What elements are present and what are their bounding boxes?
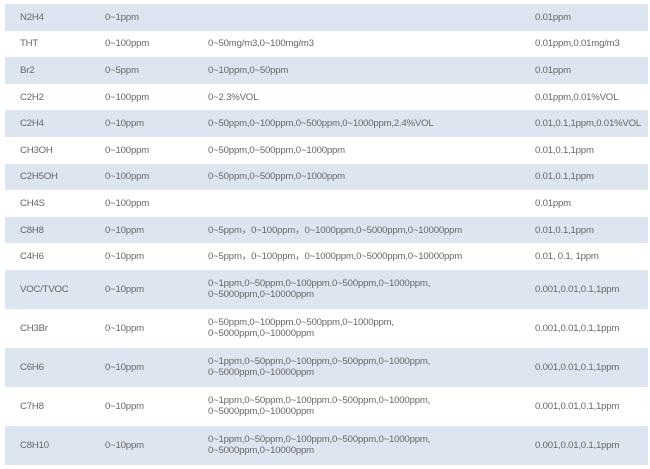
resolution-cell: 0.001,0.01,0.1,1ppm [535, 361, 620, 373]
options-cell: 0~1ppm,0~50ppm,0~100ppm.0~500ppm,0~1000p… [208, 278, 431, 301]
gas-name-cell: C2H2 [20, 91, 44, 103]
options-cell: 0~1ppm,0~50ppm,0~100ppm,0~500ppm,0~1000p… [208, 356, 431, 379]
gas-name-cell: C6H6 [20, 361, 44, 373]
table-row: CH3OH 0~100ppm 0~50ppm,0~500ppm,0~1000ppm 0… [5, 137, 648, 164]
resolution-cell: 0.001,0.01,0.1,1ppm [535, 439, 620, 451]
gas-name-cell: C8H10 [20, 439, 49, 451]
options-cell: 0~2.3%VOL [208, 91, 259, 103]
options-cell: 0~1ppm,0~50ppm,0~100ppm.0~500ppm,0~1000p… [208, 395, 431, 418]
range-cell: 0~10ppm [105, 400, 144, 412]
table-row: C4H6 0~10ppm 0~5ppm，0~100ppm，0~1000ppm,0~5… [5, 243, 648, 270]
range-cell: 0~100ppm [105, 144, 150, 156]
range-cell: 0~10ppm [105, 224, 144, 236]
table-row: C6H6 0~10ppm 0~1ppm,0~50ppm,0~100ppm,0~500… [5, 347, 648, 387]
table-row: C8H8 0~10ppm 0~5ppm，0~100ppm，0~1000ppm,0~5… [5, 216, 648, 244]
options-cell: 0~50ppm,0~500ppm,0~1000ppm [208, 144, 345, 156]
options-cell: 0~1ppm,0~50ppm,0~100ppm,0~500ppm,0~1000p… [208, 434, 431, 457]
resolution-cell: 0.01ppm [535, 11, 571, 23]
table-row: THT 0~100ppm 0~50mg/m3,0~100mg/m3 0.01ppm,0… [5, 31, 648, 58]
range-cell: 0~1ppm [105, 11, 139, 23]
table-row: C2H5OH 0~100ppm 0~50ppm,0~500ppm,0~1000ppm… [5, 163, 648, 191]
gas-name-cell: Br2 [20, 64, 35, 76]
gas-name-cell: C8H8 [20, 224, 44, 236]
range-cell: 0~10ppm [105, 283, 144, 295]
table-row: C2H4 0~10ppm 0~50ppm,0~100ppm,0~500ppm,0~1… [5, 110, 648, 137]
range-cell: 0~10ppm [105, 322, 144, 334]
resolution-cell: 0.001,0.01,0.1,1ppm [535, 283, 620, 295]
options-cell: 0~10ppm,0~50ppm [208, 64, 289, 76]
options-cell: 0~50ppm,0~500ppm,0~1000ppm [208, 171, 345, 183]
range-cell: 0~100ppm [105, 197, 150, 209]
table-row: C8H10 0~10ppm 0~1ppm,0~50ppm,0~100ppm,0~50… [5, 425, 648, 465]
resolution-cell: 0.01,0.1,1ppm [535, 171, 594, 183]
resolution-cell: 0.01ppm,0.01mg/m3 [535, 38, 620, 50]
range-cell: 0~100ppm [105, 91, 150, 103]
gas-name-cell: THT [20, 38, 39, 50]
options-cell: 0~5ppm，0~100ppm，0~1000ppm,0~5000ppm,0~10… [208, 224, 463, 236]
options-cell: 0~5ppm，0~100ppm，0~1000ppm,0~5000ppm,0~10… [208, 251, 463, 263]
resolution-cell: 0.01, 0.1, 1ppm [535, 251, 599, 263]
gas-spec-table: N2H4 0~1ppm 0.01ppm THT 0~100ppm 0~50mg/m3,0~… [5, 4, 648, 465]
table-row: Br2 0~5ppm 0~10ppm,0~50ppm 0.01ppm [5, 57, 648, 84]
table-row: VOC/TVOC 0~10ppm 0~1ppm,0~50ppm,0~100ppm.0… [5, 269, 648, 309]
resolution-cell: 0.001,0.01,0.1,1ppm [535, 400, 620, 412]
table-row: C2H2 0~100ppm 0~2.3%VOL 0.01ppm,0.01%VOL [5, 84, 648, 111]
gas-name-cell: VOC/TVOC [20, 283, 69, 295]
resolution-cell: 0.01ppm [535, 64, 571, 76]
gas-name-cell: N2H4 [20, 11, 44, 23]
range-cell: 0~10ppm [105, 361, 144, 373]
gas-name-cell: CH3Br [20, 322, 48, 334]
options-cell: 0~50mg/m3,0~100mg/m3 [208, 38, 314, 50]
gas-name-cell: CH4S [20, 197, 45, 209]
resolution-cell: 0.01ppm,0.01%VOL [535, 91, 619, 103]
options-cell: 0~50ppm,0~100ppm,0~500ppm,0~1000ppm,2.4%… [208, 118, 434, 130]
range-cell: 0~100ppm [105, 38, 150, 50]
range-cell: 0~10ppm [105, 251, 144, 263]
range-cell: 0~10ppm [105, 439, 144, 451]
gas-name-cell: C2H4 [20, 118, 44, 130]
resolution-cell: 0.01,0.1,1ppm [535, 224, 594, 236]
table-row: C7H8 0~10ppm 0~1ppm,0~50ppm,0~100ppm.0~500… [5, 387, 648, 426]
gas-name-cell: CH3OH [20, 144, 53, 156]
table-row: N2H4 0~1ppm 0.01ppm [5, 4, 648, 31]
options-cell: 0~50ppm,0~100ppm.0~500ppm,0~1000ppm, 0~5… [208, 317, 394, 340]
range-cell: 0~100ppm [105, 171, 150, 183]
resolution-cell: 0.01ppm [535, 197, 571, 209]
range-cell: 0~10ppm [105, 118, 144, 130]
resolution-cell: 0.01,0.1,1ppm,0.01%VOL [535, 118, 642, 130]
gas-name-cell: C2H5OH [20, 171, 58, 183]
resolution-cell: 0.01,0.1,1ppm [535, 144, 594, 156]
resolution-cell: 0.001,0.01,0.1,1ppm [535, 322, 620, 334]
gas-name-cell: C4H6 [20, 251, 44, 263]
table-row: CH3Br 0~10ppm 0~50ppm,0~100ppm.0~500ppm,0~… [5, 309, 648, 348]
range-cell: 0~5ppm [105, 64, 139, 76]
table-row: CH4S 0~100ppm 0.01ppm [5, 190, 648, 217]
gas-name-cell: C7H8 [20, 400, 44, 412]
